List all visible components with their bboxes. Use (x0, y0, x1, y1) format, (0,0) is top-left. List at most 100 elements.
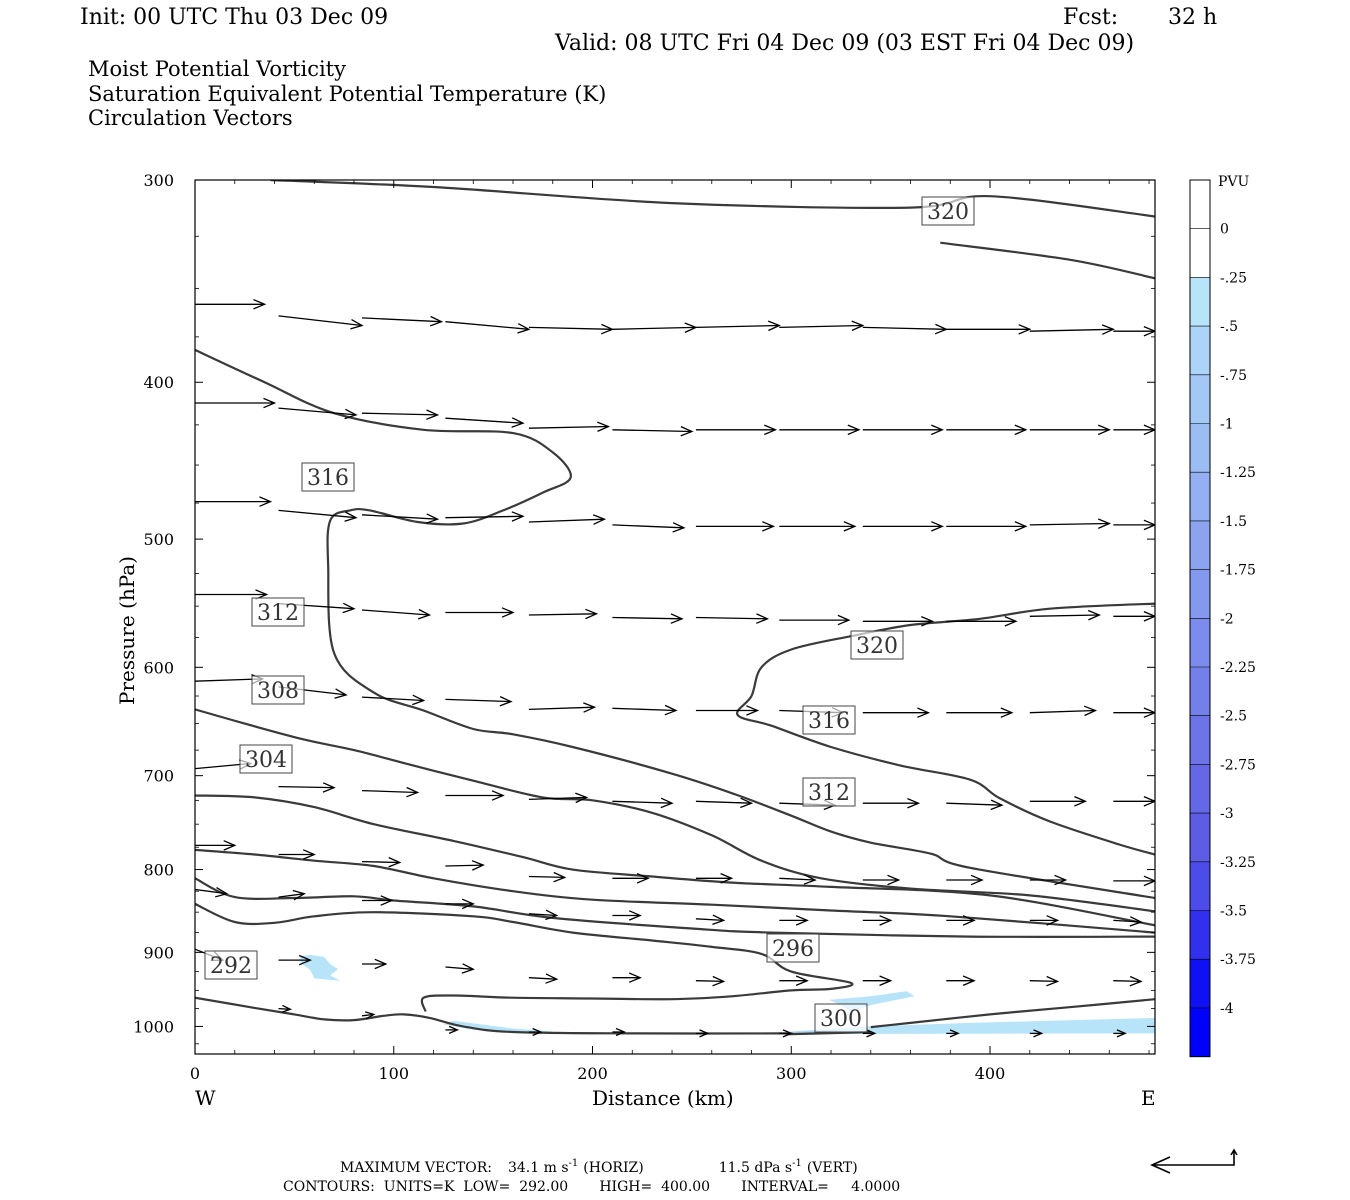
colorbar-unit: PVU (1218, 174, 1250, 190)
svg-text:320: 320 (927, 200, 969, 225)
y-tick-label: 900 (143, 943, 174, 962)
title-theta-es: Saturation Equivalent Potential Temperat… (88, 82, 606, 106)
colorbar-label: -2.25 (1220, 660, 1256, 676)
circulation-vector (445, 321, 531, 334)
circulation-vector (946, 1029, 960, 1038)
circulation-vector (862, 707, 931, 718)
theta-es-contour (195, 708, 1155, 913)
colorbar-label: -2.5 (1220, 709, 1247, 725)
circulation-vector (278, 889, 306, 901)
theta-es-contour (940, 241, 1155, 280)
circulation-vector (1113, 611, 1155, 622)
colorbar-swatch (1190, 667, 1210, 717)
colorbar-swatch (1190, 180, 1210, 230)
circulation-vector (1029, 874, 1068, 886)
colorbar-label: -2.75 (1220, 757, 1256, 773)
pv-shading-layer (300, 954, 1155, 1035)
contour-label: 300 (814, 1003, 868, 1033)
circulation-vector (779, 874, 817, 885)
colorbar-swatch (1190, 910, 1210, 960)
circulation-vector (779, 320, 865, 332)
circulation-vector (361, 315, 444, 327)
forecast-hours: 32 h (1168, 5, 1217, 30)
theta-es-contour (870, 998, 1155, 1029)
circulation-vector (361, 694, 426, 706)
circulation-vector (278, 315, 364, 330)
circulation-vector (779, 1029, 793, 1038)
circulation-vector (612, 613, 684, 624)
circulation-vector (1029, 324, 1115, 335)
circulation-vector (278, 407, 358, 420)
circulation-vector (1113, 975, 1143, 987)
circulation-vector (612, 522, 686, 533)
y-tick-label: 800 (143, 861, 174, 880)
contour-label: 292 (204, 950, 258, 980)
colorbar-label: -3 (1220, 806, 1234, 822)
circulation-vector (862, 975, 893, 986)
circulation-vector (1029, 705, 1098, 717)
circulation-vector (361, 1011, 376, 1020)
contour-label: 304 (239, 744, 293, 774)
theta-es-contour (195, 996, 871, 1036)
circulation-vector (1029, 975, 1060, 987)
circulation-vector (362, 895, 394, 906)
circulation-vector (695, 1029, 710, 1038)
circulation-vector (528, 421, 611, 432)
circulation-vector (445, 696, 513, 707)
circulation-vector (1113, 519, 1155, 531)
svg-text:300: 300 (820, 1007, 862, 1032)
contour-info: CONTOURS: UNITS=K LOW= 292.00 HIGH= 400.… (283, 1179, 900, 1195)
colorbar-swatch (1190, 715, 1210, 765)
colorbar-label: 0 (1220, 222, 1229, 238)
circulation-vector (445, 607, 515, 618)
max-vector-prefix: MAXIMUM VECTOR: (340, 1160, 492, 1176)
pv-shaded-region (300, 954, 341, 981)
circulation-vector (195, 299, 267, 310)
circulation-vector (361, 608, 432, 620)
circulation-vector (445, 898, 475, 910)
colorbar-swatch (1190, 959, 1210, 1009)
circulation-vector (528, 323, 615, 335)
circulation-vector (695, 914, 726, 926)
theta-es-contour (195, 877, 1155, 938)
circulation-vector (946, 521, 1028, 532)
svg-text:316: 316 (307, 466, 349, 491)
colorbar-label: -.75 (1220, 368, 1247, 384)
svg-text:320: 320 (856, 634, 898, 659)
circulation-vector (195, 887, 229, 898)
circulation-vector (1113, 424, 1155, 436)
circulation-vector (1113, 707, 1155, 718)
vert-label: (VERT) (807, 1160, 858, 1176)
circulation-vector (1113, 916, 1143, 927)
svg-text:312: 312 (257, 601, 299, 626)
circulation-vector (695, 424, 778, 436)
circulation-vector (445, 1025, 460, 1034)
circulation-vector (1113, 796, 1155, 807)
colorbar-swatch (1190, 374, 1210, 424)
circulation-vector (862, 323, 948, 335)
circulation-vector (779, 614, 851, 626)
circulation-vector (278, 954, 312, 966)
y-tick-label: 300 (143, 171, 174, 190)
circulation-vector (946, 975, 976, 986)
colorbar-swatch (1190, 813, 1210, 863)
circulation-vector (445, 790, 505, 801)
contour-label: 320 (850, 630, 904, 660)
x-tick-label: 100 (378, 1064, 409, 1083)
circulation-vector (1029, 796, 1088, 807)
x-tick-label: 0 (190, 1064, 200, 1083)
circulation-vector (695, 705, 760, 716)
circulation-vector (278, 782, 336, 793)
colorbar-swatch (1190, 472, 1210, 522)
max-vector-vert: 11.5 dPa s (719, 1160, 792, 1176)
circulation-vector (862, 424, 944, 436)
pv-shaded-region (443, 1020, 553, 1034)
circulation-vector (278, 849, 316, 860)
circulation-vector (779, 424, 861, 436)
circulation-vector (361, 409, 440, 420)
circulation-vector (862, 797, 921, 809)
circulation-vector (862, 521, 944, 532)
circulation-vector (862, 915, 893, 926)
horiz-exponent: -1 (569, 1158, 579, 1169)
y-axis-label: Pressure (hPa) (115, 556, 139, 705)
